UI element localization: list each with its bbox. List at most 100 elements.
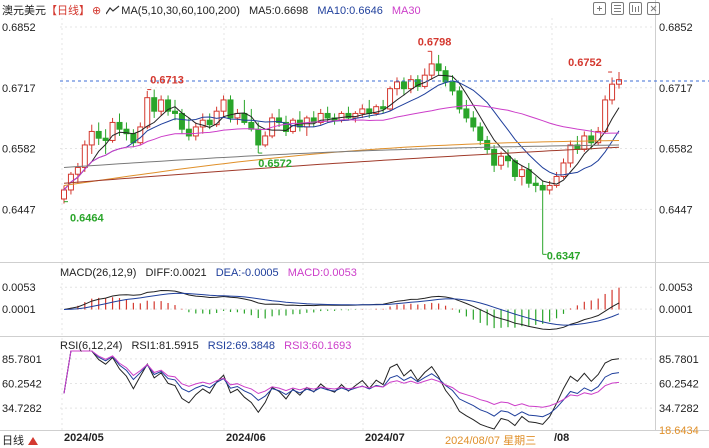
candle-body [151, 97, 158, 112]
panel-borders [0, 0, 709, 431]
candle-body [359, 108, 366, 114]
rsi-panel[interactable] [63, 350, 620, 430]
macd-dea-line [63, 292, 620, 326]
rsi3-value: RSI3:60.1693 [284, 340, 352, 352]
candle-body [407, 79, 414, 90]
macd-macd-value: MACD:0.0053 [287, 267, 357, 279]
candle-body [276, 117, 283, 123]
candle-body [539, 184, 546, 191]
price-tick-left: 0.6852 [2, 22, 36, 34]
candle-body [525, 169, 532, 184]
candle-body [317, 112, 324, 123]
rsi-header: RSI(6,12,24) RSI1:81.5915 RSI2:69.3848 R… [60, 340, 357, 352]
rsi-low-right-label: 18.6434 [659, 425, 699, 437]
period-tag[interactable]: 日线 [2, 432, 38, 448]
candle-body [588, 135, 595, 144]
macd-panel[interactable] [63, 287, 620, 331]
ma-params-label: MA(5,10,30,60,100,200) [121, 5, 240, 17]
candle-body [199, 119, 206, 128]
price-annotation-0.6347: 0.6347 [547, 250, 581, 262]
date-label-aug: /08 [554, 432, 570, 444]
candle-body [373, 106, 380, 114]
candle-body [185, 128, 192, 137]
candle-body [546, 184, 553, 191]
rsi2-line [63, 350, 620, 418]
period-tag-label: 日线 [2, 435, 24, 447]
price-panel[interactable]: 0.6713 0.6572 0.6464 0.6798 0.6752 0.6347 [60, 36, 709, 262]
macd-dea-value: DEA:-0.0005 [215, 267, 279, 279]
price-tick-left: 0.6447 [2, 204, 36, 216]
candle-body [456, 90, 463, 110]
date-label-jul: 2024/07 [365, 432, 405, 444]
candle-body [498, 155, 505, 166]
ma10-value: MA10:0.6646 [317, 5, 383, 17]
candle-body [463, 108, 470, 119]
rsi-tick-left: 85.7801 [2, 354, 42, 366]
price-tick-right: 0.6447 [659, 204, 693, 216]
crosshair-date-label: 2024/08/07 星期三 [445, 435, 537, 447]
layout-icon[interactable] [611, 2, 624, 15]
candle-body [560, 162, 567, 177]
price-tick-right: 0.6852 [659, 22, 693, 34]
candle-body [102, 137, 109, 141]
candle-body [518, 169, 525, 177]
rsi-params-label: RSI(6,12,24) [60, 340, 123, 352]
candle-body [116, 121, 123, 130]
list-icon[interactable] [629, 2, 642, 15]
candle-body [602, 99, 609, 132]
date-axis: 日线 2024/05 2024/06 2024/07 2024/08/07 星期… [0, 425, 709, 448]
candle-body [283, 121, 289, 132]
chart-type-icon[interactable] [105, 5, 120, 15]
price-tick-right: 0.6717 [659, 83, 693, 95]
add-indicator-icon[interactable]: ⊕ [92, 5, 102, 17]
ma200-line [63, 146, 620, 184]
ma30-line [63, 104, 619, 191]
candle-body [81, 144, 88, 168]
candle-body [581, 135, 588, 150]
price-annotation-0.6798: 0.6798 [418, 36, 452, 48]
candle-body [255, 128, 262, 146]
candle-body [616, 79, 622, 85]
macd-tick-left: 0.0001 [2, 304, 36, 316]
price-tick-left: 0.6582 [2, 144, 36, 156]
candle-body [428, 63, 435, 76]
rsi1-line [63, 350, 620, 430]
candle-body [324, 112, 331, 119]
candle-body [158, 99, 165, 112]
candle-body [61, 189, 67, 200]
candle-body [74, 166, 81, 175]
candle-body [511, 160, 518, 177]
candle-body [470, 117, 477, 128]
candle-body [109, 121, 116, 141]
macd-params-label: MACD(26,12,9) [60, 267, 137, 279]
price-annotation-0.6572: 0.6572 [258, 158, 292, 170]
candle-body [609, 83, 616, 101]
rsi-tick-left: 34.7282 [2, 403, 42, 415]
candle-body [414, 79, 421, 87]
candle-body [532, 182, 539, 186]
close-icon[interactable] [647, 2, 660, 15]
rsi1-value: RSI1:81.5915 [131, 340, 199, 352]
candle-body [491, 148, 498, 166]
candle-body [553, 175, 560, 186]
candle-body [477, 126, 484, 141]
candle-body [380, 106, 387, 110]
macd-tick-left: 0.0053 [2, 282, 36, 294]
candle-body [394, 81, 400, 90]
rsi3-line [63, 350, 620, 408]
period-label[interactable]: 【日线】 [46, 5, 90, 17]
symbol-label[interactable]: 澳元美元 [2, 5, 46, 17]
settings-icon[interactable] [593, 2, 606, 15]
candle-body [220, 99, 227, 112]
candle-body [192, 126, 199, 137]
price-tick-left: 0.6717 [2, 83, 36, 95]
price-annotation-0.6713: 0.6713 [150, 75, 184, 87]
candle-body [241, 112, 248, 123]
ma5-line [63, 74, 620, 191]
candle-body [484, 139, 491, 150]
rsi2-value: RSI2:69.3848 [207, 340, 276, 352]
candle-body [387, 88, 394, 110]
axis-labels: 0.6852 0.6852 0.6717 0.6717 0.6582 0.6582 0.64… [2, 22, 699, 415]
candle-body [345, 112, 352, 119]
